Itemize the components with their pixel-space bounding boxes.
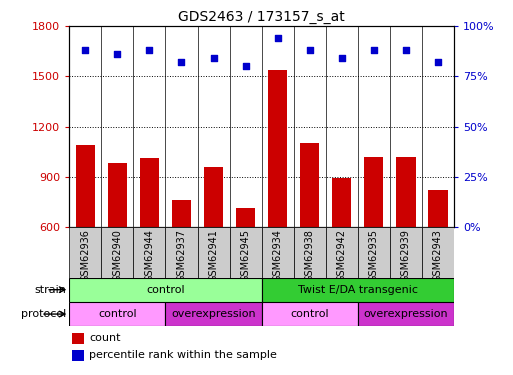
Point: [177, 59, 186, 65]
Text: count: count: [89, 333, 121, 344]
Bar: [72, 333, 84, 344]
Text: GSM62945: GSM62945: [241, 230, 250, 282]
Point: [402, 47, 410, 53]
Point: [242, 63, 250, 69]
Text: GSM62943: GSM62943: [433, 230, 443, 282]
Bar: [428, 190, 447, 227]
Text: GSM62936: GSM62936: [81, 230, 90, 282]
Text: GSM62941: GSM62941: [209, 230, 219, 282]
Bar: [390, 227, 422, 278]
Bar: [133, 227, 165, 278]
Point: [338, 56, 346, 62]
Text: control: control: [146, 285, 185, 295]
Text: GSM62940: GSM62940: [112, 230, 122, 282]
Title: GDS2463 / 173157_s_at: GDS2463 / 173157_s_at: [178, 10, 345, 24]
Bar: [165, 227, 198, 278]
Bar: [358, 227, 390, 278]
Bar: [326, 227, 358, 278]
Bar: [204, 166, 223, 227]
Point: [273, 35, 282, 41]
Text: GSM62942: GSM62942: [337, 230, 347, 282]
Text: GSM62935: GSM62935: [369, 230, 379, 282]
Text: overexpression: overexpression: [171, 309, 256, 319]
Bar: [262, 302, 358, 326]
Bar: [364, 157, 383, 227]
Bar: [268, 70, 287, 227]
Text: GSM62937: GSM62937: [176, 230, 186, 282]
Text: percentile rank within the sample: percentile rank within the sample: [89, 350, 277, 360]
Text: GSM62934: GSM62934: [273, 230, 283, 282]
Bar: [72, 350, 84, 361]
Point: [81, 47, 89, 53]
Bar: [172, 200, 191, 227]
Text: overexpression: overexpression: [364, 309, 448, 319]
Bar: [332, 178, 351, 227]
Text: control: control: [98, 309, 136, 319]
Bar: [262, 278, 454, 302]
Bar: [69, 302, 165, 326]
Bar: [422, 227, 454, 278]
Bar: [198, 227, 229, 278]
Text: strain: strain: [35, 285, 67, 295]
Bar: [262, 227, 293, 278]
Point: [209, 56, 218, 62]
Bar: [165, 302, 262, 326]
Bar: [396, 157, 416, 227]
Point: [434, 59, 442, 65]
Point: [370, 47, 378, 53]
Bar: [76, 145, 95, 227]
Text: GSM62944: GSM62944: [145, 230, 154, 282]
Bar: [236, 209, 255, 227]
Bar: [69, 227, 102, 278]
Bar: [140, 158, 159, 227]
Bar: [300, 143, 319, 227]
Text: Twist E/DA transgenic: Twist E/DA transgenic: [298, 285, 418, 295]
Point: [306, 47, 314, 53]
Text: control: control: [290, 309, 329, 319]
Bar: [358, 302, 454, 326]
Bar: [108, 164, 127, 227]
Text: GSM62938: GSM62938: [305, 230, 314, 282]
Text: GSM62939: GSM62939: [401, 230, 411, 282]
Bar: [102, 227, 133, 278]
Point: [145, 47, 153, 53]
Text: protocol: protocol: [22, 309, 67, 319]
Bar: [293, 227, 326, 278]
Bar: [69, 278, 262, 302]
Bar: [229, 227, 262, 278]
Point: [113, 51, 122, 57]
